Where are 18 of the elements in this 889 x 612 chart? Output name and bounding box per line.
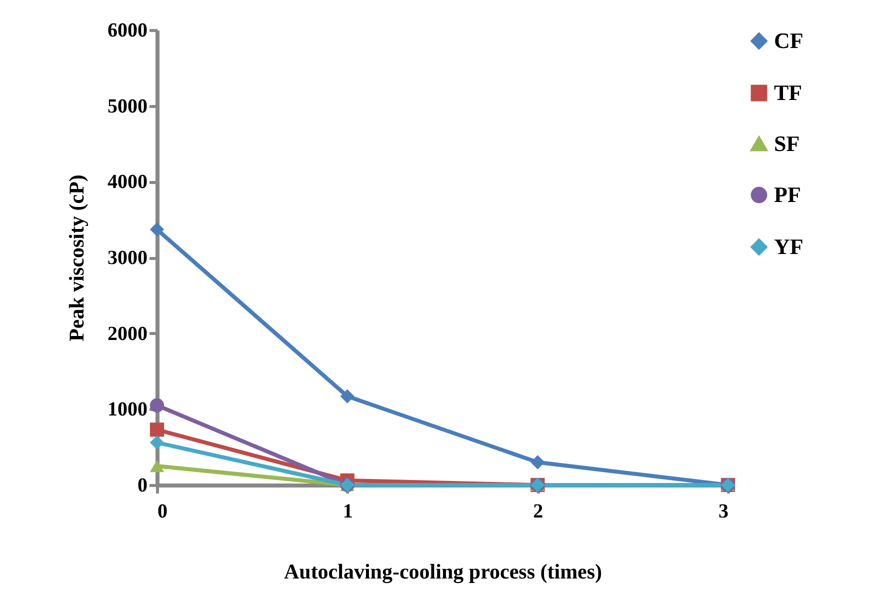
y-tick-label: 1000 [108, 398, 148, 421]
x-axis-title: Autoclaving-cooling process (times) [284, 560, 602, 584]
legend-label: PF [774, 182, 801, 207]
x-tick-label: 0 [158, 500, 168, 522]
y-axis-title: Peak viscosity (cP) [64, 174, 88, 342]
y-tick-label: 5000 [108, 95, 148, 118]
y-tick-label: 3000 [108, 247, 148, 269]
x-tick-label: 2 [533, 500, 544, 522]
legend-label: TF [774, 80, 802, 105]
y-tick-label: 0 [138, 474, 148, 496]
x-tick-label: 3 [718, 500, 728, 522]
legend-label: CF [774, 28, 804, 53]
y-tick-label: 4000 [108, 171, 148, 194]
x-tick-label: 1 [342, 500, 353, 522]
legend-label: YF [774, 234, 804, 259]
y-tick-label: 2000 [108, 322, 148, 345]
y-tick-label: 6000 [108, 20, 148, 42]
legend-label: SF [774, 131, 800, 156]
